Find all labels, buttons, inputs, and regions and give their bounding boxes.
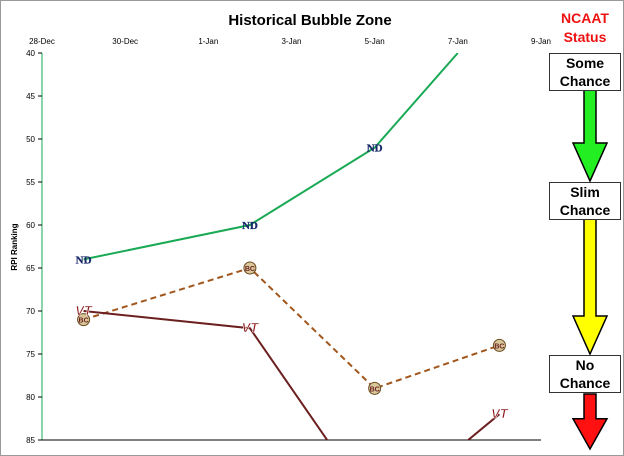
y-tick-label: 40 xyxy=(26,49,35,58)
series-nd: ND ND ND xyxy=(75,53,459,267)
x-tick-label: 9-Jan xyxy=(531,37,551,46)
data-point-bc-logo xyxy=(368,381,382,395)
y-tick-label: 60 xyxy=(26,221,35,230)
y-tick-label: 50 xyxy=(26,135,35,144)
y-axis-label: RPI Ranking xyxy=(10,223,19,270)
x-tick-label: 3-Jan xyxy=(281,37,301,46)
status-arrows xyxy=(571,87,609,451)
y-tick-label: 85 xyxy=(26,436,35,445)
status-box-line2: Chance xyxy=(559,202,611,218)
status-box-line1: No xyxy=(575,357,595,373)
status-header-line1: NCAAT xyxy=(561,10,609,26)
status-box-line1: Slim xyxy=(570,184,600,200)
y-tick-label: 55 xyxy=(26,178,35,187)
data-point-nd-logo: ND xyxy=(76,254,92,266)
status-arrow-1 xyxy=(571,87,609,183)
series-line-bc xyxy=(83,266,500,390)
data-point-vt-logo: VT xyxy=(242,320,260,335)
x-tick-label: 30-Dec xyxy=(112,37,138,46)
status-box-slim-chance: Slim Chance xyxy=(549,182,621,220)
x-tick-label: 7-Jan xyxy=(448,37,468,46)
data-point-vt-logo: VT xyxy=(75,303,93,318)
data-point-bc-logo xyxy=(77,313,91,327)
series-line-nd xyxy=(83,53,459,261)
y-tick-label: 45 xyxy=(26,92,35,101)
x-tick-label: 5-Jan xyxy=(365,37,385,46)
series-vt: VT VT VT xyxy=(75,303,509,440)
data-point-vt-logo: VT xyxy=(491,406,509,421)
x-tick-label: 1-Jan xyxy=(198,37,218,46)
status-box-line1: Some xyxy=(565,55,605,71)
status-box-some-chance: Some Chance xyxy=(549,53,621,91)
status-arrow-2 xyxy=(571,218,609,356)
data-point-bc-logo xyxy=(492,338,506,352)
data-point-bc-logo xyxy=(243,261,257,275)
data-point-bc-label: BC xyxy=(494,343,504,350)
chart-title: Historical Bubble Zone xyxy=(228,12,391,29)
axes: 40 45 50 55 60 65 70 75 80 85 28-Dec 30-Dec 1-Jan 3-J… xyxy=(26,37,551,445)
data-point-bc-label: BC xyxy=(79,318,89,325)
x-tick-label: 28-Dec xyxy=(29,37,55,46)
status-header-line2: Status xyxy=(564,29,607,45)
y-tick-label: 75 xyxy=(26,350,35,359)
data-point-bc-label: BC xyxy=(370,386,380,393)
series-line-vt xyxy=(83,310,501,440)
y-tick-label: 80 xyxy=(26,393,35,402)
series-bc: BC BC BC BC xyxy=(77,261,506,395)
status-box-line2: Chance xyxy=(559,375,611,391)
y-tick-label: 70 xyxy=(26,307,35,316)
data-point-nd-logo: ND xyxy=(242,220,258,232)
data-point-bc-label: BC xyxy=(245,266,255,273)
status-box-line2: Chance xyxy=(559,73,611,89)
status-arrow-3 xyxy=(571,393,609,451)
y-tick-label: 65 xyxy=(26,264,35,273)
status-box-no-chance: No Chance xyxy=(549,355,621,393)
data-point-nd-logo: ND xyxy=(367,143,383,155)
